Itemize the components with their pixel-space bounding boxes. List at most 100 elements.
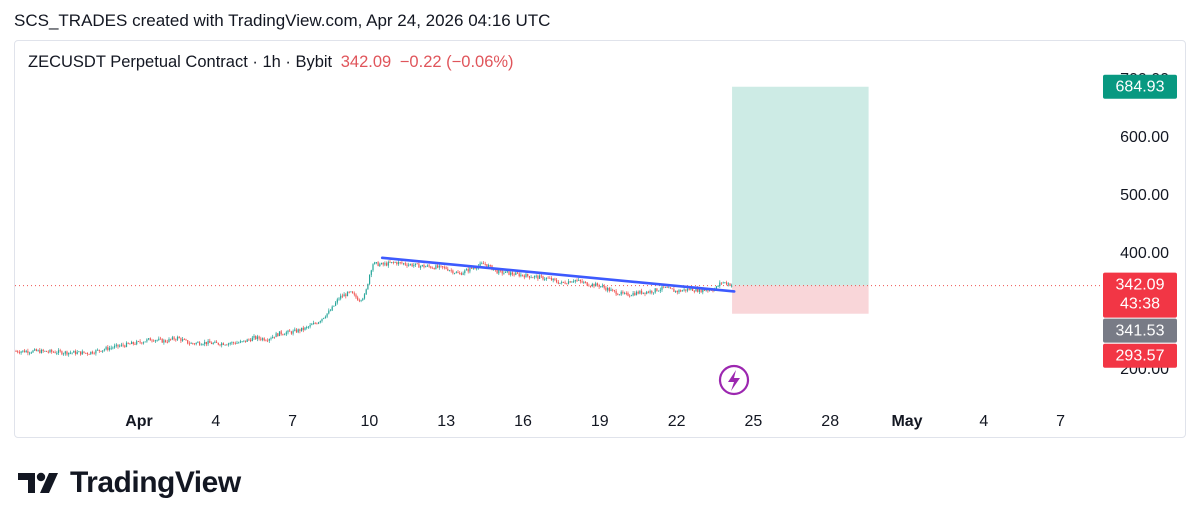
candle-248	[437, 265, 439, 268]
candle-60	[117, 344, 119, 347]
candle-310	[542, 276, 544, 280]
target-price-label-bg	[1103, 74, 1177, 99]
candle-369	[642, 292, 644, 294]
candle-116	[212, 342, 214, 345]
candle-231	[408, 264, 410, 266]
trendline[interactable]	[380, 256, 736, 293]
candle-400	[695, 288, 697, 292]
lightning-bolt-icon	[728, 370, 740, 391]
candle-172	[307, 326, 309, 328]
y-tick-2: 400.00	[1120, 245, 1169, 262]
candle-184	[328, 310, 330, 314]
candle-153	[275, 333, 277, 338]
candle-38	[80, 351, 82, 355]
candle-316	[552, 278, 554, 281]
candle-173	[309, 324, 311, 327]
candle-15	[40, 349, 43, 354]
candle-344	[600, 286, 602, 287]
candle-273	[479, 263, 481, 266]
candle-412	[715, 286, 717, 290]
candle-28	[63, 353, 65, 355]
candle-85	[159, 338, 162, 340]
candle-305	[533, 276, 536, 278]
candle-287	[503, 272, 505, 274]
candle-291	[510, 272, 512, 275]
candle-379	[659, 289, 661, 291]
candle-260	[457, 272, 459, 274]
candle-261	[459, 273, 461, 274]
candle-36	[76, 352, 78, 355]
candle-56	[110, 347, 112, 349]
candle-161	[289, 330, 291, 332]
candle-361	[629, 295, 631, 297]
profit-zone[interactable]	[732, 86, 869, 286]
candle-326	[569, 281, 571, 283]
candle-200	[355, 294, 357, 298]
candle-33	[71, 352, 73, 354]
candle-380	[661, 286, 663, 290]
candle-181	[323, 317, 325, 319]
candle-373	[649, 290, 651, 293]
candle-108	[199, 342, 201, 345]
candle-3	[20, 351, 22, 353]
candle-199	[353, 293, 355, 295]
candle-323	[564, 282, 566, 284]
candle-321	[561, 281, 563, 283]
candle-76	[144, 341, 146, 343]
candle-318	[556, 279, 558, 283]
candle-14	[39, 350, 41, 354]
candle-32	[69, 352, 71, 354]
candle-308	[539, 275, 541, 279]
candle-120	[219, 344, 221, 346]
candle-74	[141, 342, 143, 344]
tradingview-logo[interactable]: TradingView	[18, 466, 241, 500]
candle-124	[226, 344, 228, 346]
candle-17	[44, 350, 46, 352]
candle-144	[260, 338, 262, 340]
candle-420	[729, 283, 731, 286]
candle-61	[119, 345, 121, 347]
candle-334	[583, 282, 585, 283]
candle-49	[98, 349, 100, 351]
loss-zone[interactable]	[732, 285, 869, 314]
candle-107	[197, 342, 199, 344]
candle-247	[435, 265, 437, 270]
candle-267	[469, 267, 471, 272]
symbol-title[interactable]: ZECUSDT Perpetual Contract · 1h · Bybit	[28, 53, 333, 71]
candle-152	[273, 336, 275, 338]
candle-73	[139, 341, 141, 343]
candle-258	[454, 273, 456, 274]
candle-347	[605, 287, 607, 291]
candle-306	[535, 275, 537, 277]
x-tick-6: 19	[591, 413, 609, 430]
candle-65	[125, 342, 128, 347]
x-tick-0: Apr	[125, 413, 153, 430]
candle-195	[346, 291, 349, 297]
candle-362	[630, 295, 632, 297]
candle-6	[25, 350, 27, 353]
candle-169	[302, 327, 304, 330]
candle-355	[618, 294, 621, 296]
candle-230	[406, 264, 408, 266]
candle-58	[114, 345, 116, 348]
target-price-label: 684.93	[1116, 79, 1165, 96]
candle-100	[185, 339, 187, 341]
candle-159	[285, 332, 287, 335]
candle-407	[707, 290, 709, 292]
candle-270	[474, 267, 476, 269]
candle-386	[671, 288, 673, 290]
candle-351	[612, 289, 614, 291]
candle-245	[431, 267, 434, 269]
candle-41	[85, 352, 87, 354]
candle-62	[120, 344, 122, 346]
candle-363	[632, 293, 634, 296]
candle-399	[693, 290, 695, 292]
candle-322	[562, 281, 564, 283]
candle-292	[511, 272, 513, 275]
candle-198	[352, 291, 354, 294]
candle-214	[379, 264, 381, 267]
candle-118	[216, 341, 218, 343]
candle-266	[467, 269, 469, 272]
candle-213	[377, 262, 379, 267]
